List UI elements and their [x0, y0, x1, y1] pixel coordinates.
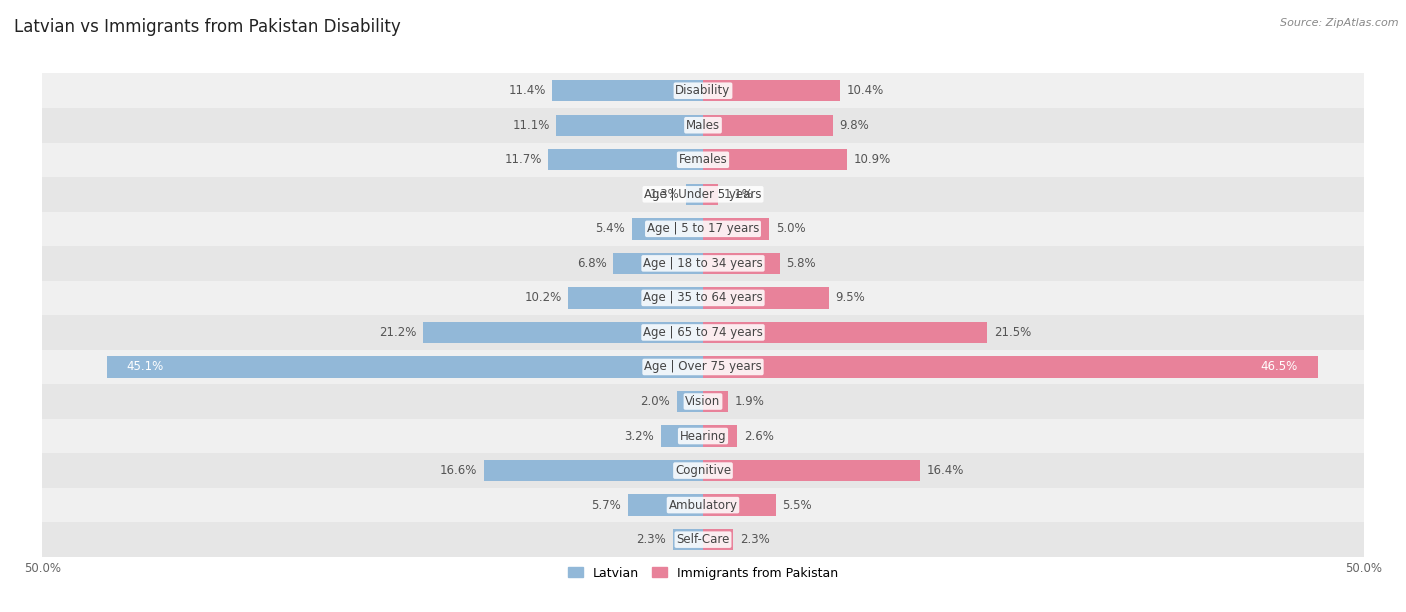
- Bar: [703, 460, 920, 481]
- Text: Age | 35 to 64 years: Age | 35 to 64 years: [643, 291, 763, 304]
- Text: 2.6%: 2.6%: [744, 430, 773, 442]
- Bar: [548, 149, 703, 171]
- Text: 5.0%: 5.0%: [776, 222, 806, 236]
- Text: Vision: Vision: [685, 395, 721, 408]
- Text: Age | Over 75 years: Age | Over 75 years: [644, 360, 762, 373]
- Bar: [703, 80, 841, 102]
- Text: Age | 65 to 74 years: Age | 65 to 74 years: [643, 326, 763, 339]
- Text: 9.8%: 9.8%: [839, 119, 869, 132]
- Text: 2.3%: 2.3%: [740, 533, 769, 546]
- Bar: [703, 356, 1317, 378]
- Bar: [703, 425, 737, 447]
- Text: 1.3%: 1.3%: [650, 188, 679, 201]
- Text: 21.2%: 21.2%: [378, 326, 416, 339]
- Bar: [42, 315, 1364, 349]
- Bar: [568, 287, 703, 308]
- Bar: [557, 114, 703, 136]
- Bar: [42, 281, 1364, 315]
- Bar: [42, 246, 1364, 281]
- Text: 2.3%: 2.3%: [637, 533, 666, 546]
- Text: 5.4%: 5.4%: [595, 222, 626, 236]
- Bar: [703, 218, 769, 239]
- Text: Females: Females: [679, 153, 727, 166]
- Bar: [42, 73, 1364, 108]
- Bar: [42, 212, 1364, 246]
- Bar: [703, 253, 780, 274]
- Text: Source: ZipAtlas.com: Source: ZipAtlas.com: [1281, 18, 1399, 28]
- Bar: [703, 184, 717, 205]
- Bar: [703, 494, 776, 516]
- Bar: [686, 184, 703, 205]
- Text: 10.2%: 10.2%: [524, 291, 561, 304]
- Bar: [42, 349, 1364, 384]
- Bar: [703, 529, 734, 550]
- Text: 45.1%: 45.1%: [127, 360, 165, 373]
- Text: 5.8%: 5.8%: [786, 257, 815, 270]
- Bar: [627, 494, 703, 516]
- Text: Males: Males: [686, 119, 720, 132]
- Text: 11.4%: 11.4%: [509, 84, 546, 97]
- Text: 1.9%: 1.9%: [735, 395, 765, 408]
- Bar: [42, 488, 1364, 523]
- Text: 11.7%: 11.7%: [505, 153, 541, 166]
- Bar: [423, 322, 703, 343]
- Bar: [42, 108, 1364, 143]
- Text: 10.4%: 10.4%: [846, 84, 884, 97]
- Text: Self-Care: Self-Care: [676, 533, 730, 546]
- Text: 6.8%: 6.8%: [576, 257, 606, 270]
- Bar: [42, 453, 1364, 488]
- Bar: [676, 391, 703, 412]
- Bar: [703, 322, 987, 343]
- Text: 16.4%: 16.4%: [927, 464, 963, 477]
- Text: 10.9%: 10.9%: [853, 153, 891, 166]
- Bar: [42, 523, 1364, 557]
- Text: Age | Under 5 years: Age | Under 5 years: [644, 188, 762, 201]
- Text: 3.2%: 3.2%: [624, 430, 654, 442]
- Bar: [672, 529, 703, 550]
- Text: 16.6%: 16.6%: [440, 464, 477, 477]
- Bar: [703, 391, 728, 412]
- Bar: [484, 460, 703, 481]
- Text: Cognitive: Cognitive: [675, 464, 731, 477]
- Text: 11.1%: 11.1%: [512, 119, 550, 132]
- Text: 9.5%: 9.5%: [835, 291, 865, 304]
- Text: 5.5%: 5.5%: [782, 499, 811, 512]
- Bar: [661, 425, 703, 447]
- Text: Disability: Disability: [675, 84, 731, 97]
- Bar: [631, 218, 703, 239]
- Legend: Latvian, Immigrants from Pakistan: Latvian, Immigrants from Pakistan: [564, 562, 842, 584]
- Bar: [42, 419, 1364, 453]
- Bar: [553, 80, 703, 102]
- Text: Age | 5 to 17 years: Age | 5 to 17 years: [647, 222, 759, 236]
- Bar: [42, 384, 1364, 419]
- Text: 2.0%: 2.0%: [640, 395, 669, 408]
- Bar: [42, 177, 1364, 212]
- Bar: [613, 253, 703, 274]
- Bar: [42, 143, 1364, 177]
- Bar: [703, 149, 846, 171]
- Text: 21.5%: 21.5%: [994, 326, 1031, 339]
- Text: 1.1%: 1.1%: [724, 188, 754, 201]
- Bar: [703, 287, 828, 308]
- Text: Hearing: Hearing: [679, 430, 727, 442]
- Text: Latvian vs Immigrants from Pakistan Disability: Latvian vs Immigrants from Pakistan Disa…: [14, 18, 401, 36]
- Text: 5.7%: 5.7%: [592, 499, 621, 512]
- Text: 46.5%: 46.5%: [1261, 360, 1298, 373]
- Text: Ambulatory: Ambulatory: [668, 499, 738, 512]
- Bar: [703, 114, 832, 136]
- Text: Age | 18 to 34 years: Age | 18 to 34 years: [643, 257, 763, 270]
- Bar: [107, 356, 703, 378]
